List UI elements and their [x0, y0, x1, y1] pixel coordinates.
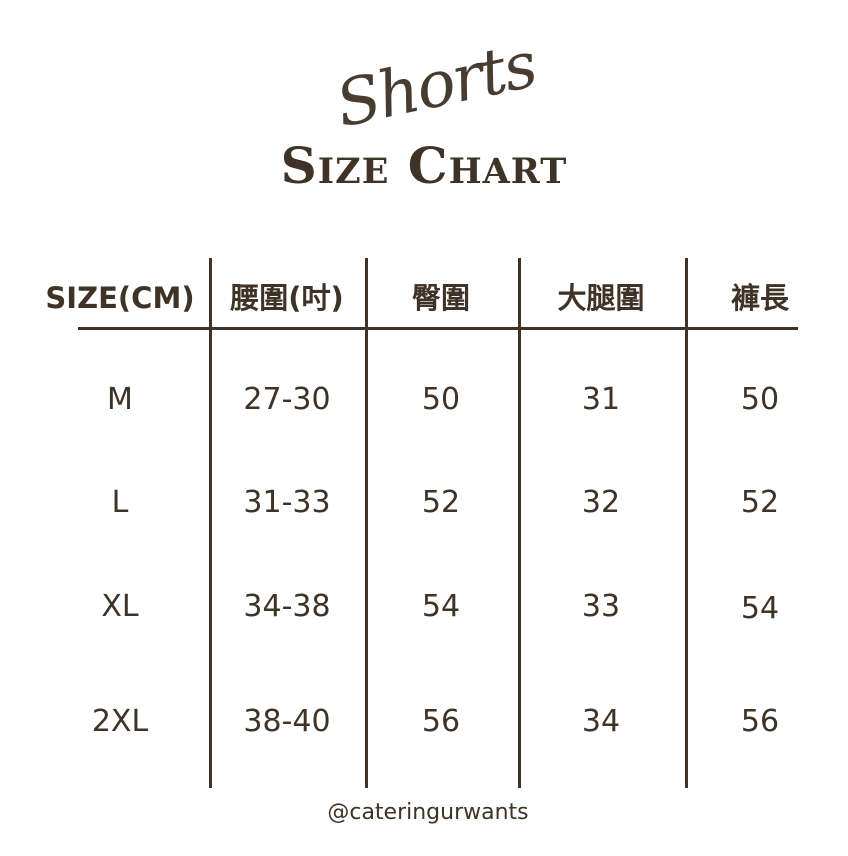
table-cell: 50 [740, 382, 780, 417]
table-cell: 52 [421, 485, 461, 520]
table-cell: 34 [581, 704, 621, 739]
table-cell: 38-40 [243, 704, 331, 739]
page-title: Size Chart [280, 136, 568, 195]
table-cell: 56 [421, 704, 461, 739]
column-header: 腰圍(吋) [230, 281, 344, 315]
table-cell: XL [101, 589, 139, 624]
table-cell: 32 [581, 485, 621, 520]
table-cell: 27-30 [243, 382, 331, 417]
footer-handle: @cateringurwants [327, 800, 529, 825]
table-cell: 31-33 [243, 485, 331, 520]
header-divider [78, 327, 798, 330]
table-cell: 56 [740, 704, 780, 739]
table-cell: 54 [740, 591, 780, 626]
column-header: SIZE(CM) [45, 281, 195, 315]
column-header: 臀圍 [411, 281, 470, 315]
table-cell: 2XL [91, 704, 149, 739]
table-cell: 34-38 [243, 589, 331, 624]
table-cell: 52 [740, 485, 780, 520]
column-divider [518, 258, 521, 788]
table-cell: 50 [421, 382, 461, 417]
column-divider [365, 258, 368, 788]
column-divider [209, 258, 212, 788]
table-cell: L [111, 485, 129, 520]
title-script-shorts: Shorts [330, 28, 542, 143]
column-header: 大腿圍 [557, 281, 645, 315]
table-cell: 54 [421, 589, 461, 624]
column-divider [685, 258, 688, 788]
table-cell: 31 [581, 382, 621, 417]
table-cell: M [107, 382, 133, 417]
table-cell: 33 [581, 589, 621, 624]
column-header: 褲長 [730, 281, 789, 315]
